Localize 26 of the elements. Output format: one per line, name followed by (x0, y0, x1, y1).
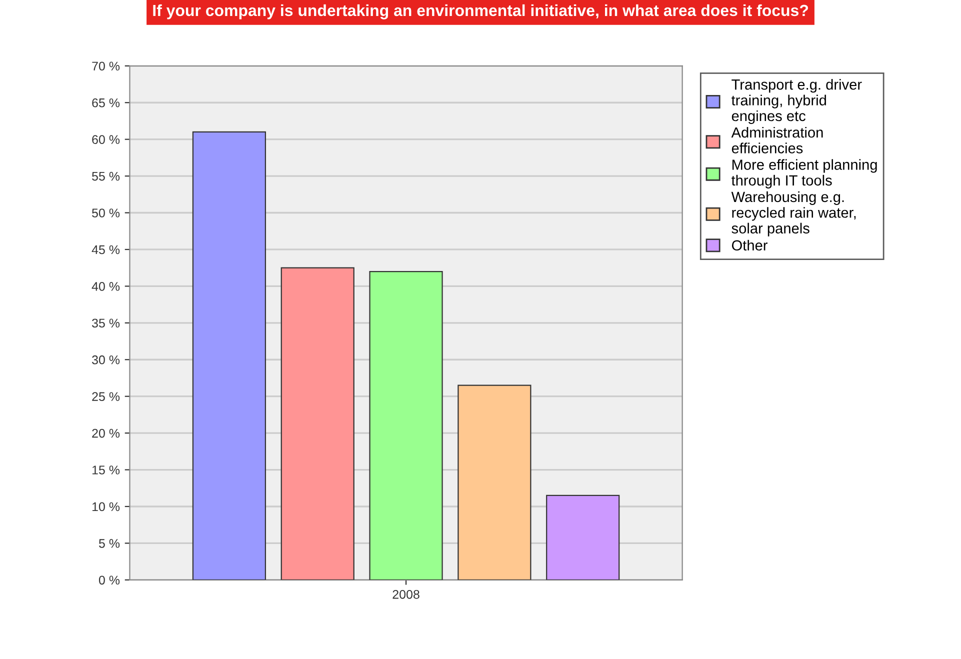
bar (458, 384, 532, 580)
bar (546, 494, 620, 580)
legend-label: Transport e.g. driver training, hybrid engines etc (732, 79, 862, 124)
y-tick-label: 40 % (92, 282, 120, 291)
y-tick-label: 35 % (92, 318, 120, 328)
y-tick-label: 65 % (92, 98, 120, 108)
bar (192, 131, 266, 580)
y-tick-label: 50 % (92, 208, 120, 218)
y-tick-label: 25 % (92, 392, 120, 401)
y-tick-label: 20 % (92, 428, 120, 438)
y-tick-label: 30 % (92, 355, 120, 364)
legend-label: Administration efficiencies (731, 126, 823, 154)
y-tick-label: 10 % (92, 502, 120, 512)
y-tick-label: 70 % (92, 62, 120, 71)
legend-label: Other (732, 240, 768, 251)
y-tick-label: 15 % (92, 466, 120, 474)
y-tick-label: 5 % (98, 539, 120, 548)
y-tick-label: 45 % (92, 245, 120, 254)
legend-label: More efficient planning through IT tools (732, 159, 877, 188)
y-tick-label: 60 % (92, 135, 120, 144)
legend-label: Warehousing e.g. recycled rain water, solar panels (731, 191, 856, 236)
bar (280, 267, 354, 580)
x-tick-label: 2008 (392, 590, 420, 599)
y-tick-label: 55 % (92, 172, 120, 181)
chart-title: If your company is undertaking an environmental initiative, in what area does it focus? (153, 4, 808, 20)
y-tick-label: 0 % (98, 576, 120, 585)
